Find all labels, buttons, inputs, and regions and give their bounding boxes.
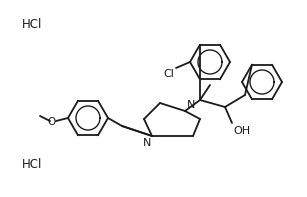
Text: Cl: Cl bbox=[163, 69, 174, 79]
Text: HCl: HCl bbox=[22, 158, 42, 171]
Text: N: N bbox=[187, 100, 195, 110]
Text: OH: OH bbox=[233, 126, 250, 136]
Text: N: N bbox=[143, 138, 151, 148]
Text: HCl: HCl bbox=[22, 18, 42, 31]
Text: O: O bbox=[48, 117, 56, 127]
